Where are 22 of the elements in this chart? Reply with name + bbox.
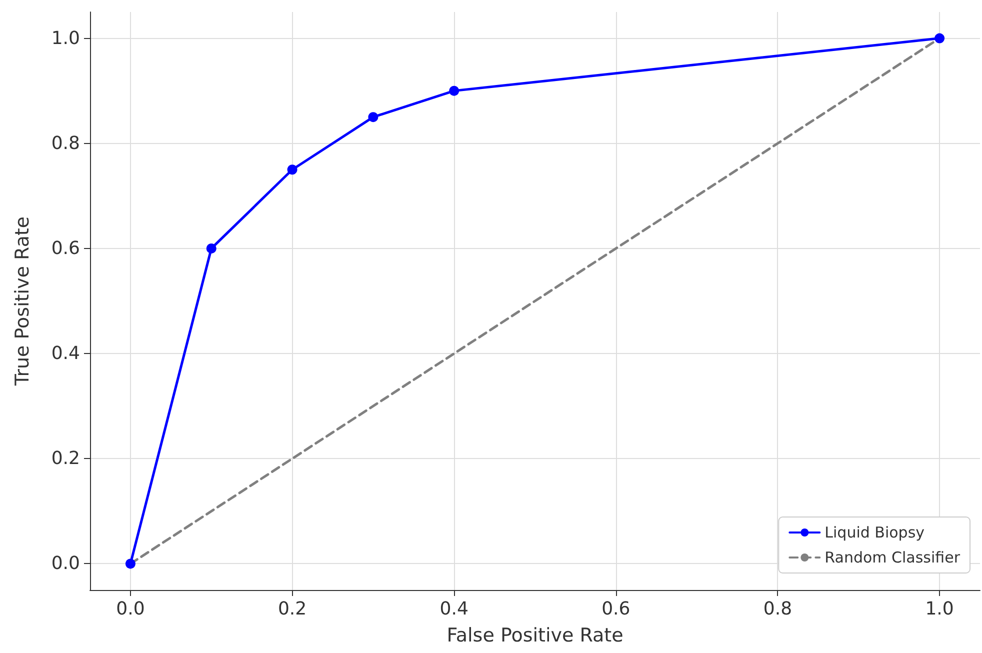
x-tick-label: 0.2 (278, 598, 307, 620)
x-tick-label: 0.0 (116, 598, 145, 620)
x-tick-label: 0.4 (440, 598, 468, 620)
legend-label: Liquid Biopsy (824, 524, 925, 542)
y-axis-title: True Positive Rate (12, 216, 34, 387)
x-tick-label: 1.0 (925, 598, 954, 620)
x-tick-label: 0.8 (763, 598, 792, 620)
point (449, 86, 460, 96)
y-tick-label: 1.0 (51, 28, 80, 49)
y-tick-label: 0.4 (51, 343, 80, 364)
y-tick-label: 0.2 (51, 448, 80, 470)
point (206, 243, 216, 254)
y-tick-label: 0.0 (51, 553, 80, 574)
point (125, 558, 136, 569)
x-axis-title: False Positive Rate (446, 624, 624, 646)
y-tick-label: 0.8 (51, 132, 80, 154)
point (934, 33, 945, 44)
point (368, 112, 378, 122)
legend-label: Random Classifier (824, 548, 961, 566)
point (287, 164, 298, 175)
y-tick-label: 0.6 (51, 238, 80, 259)
x-tick-label: 0.6 (602, 598, 630, 620)
